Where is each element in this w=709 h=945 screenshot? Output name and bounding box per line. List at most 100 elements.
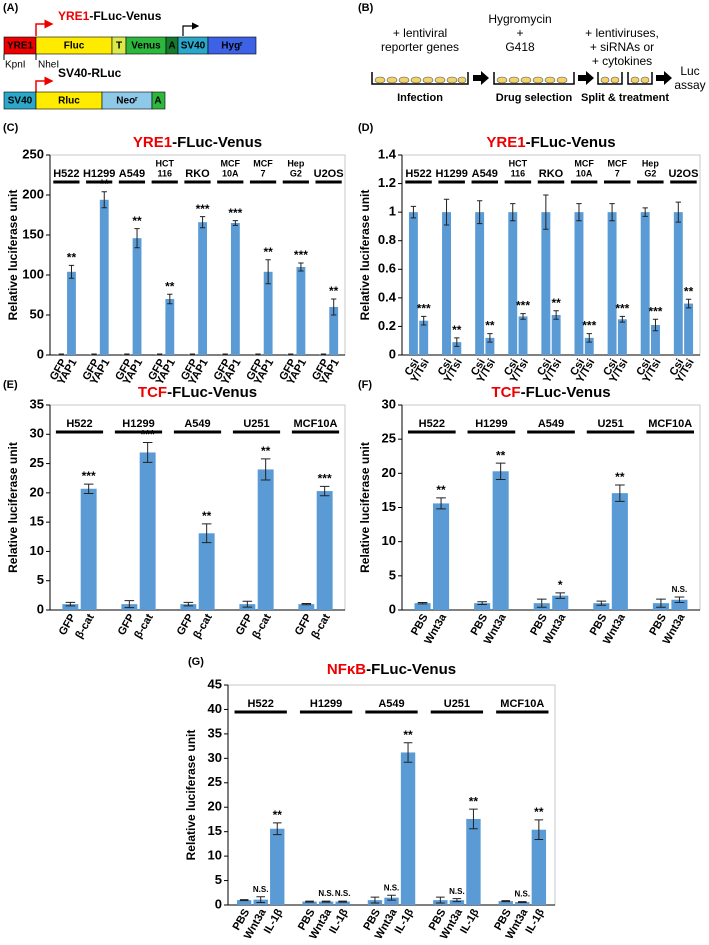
error-bar (576, 203, 582, 222)
significance: ** (403, 728, 413, 742)
y-tick-label: 30 (30, 426, 44, 441)
group-label: A549 (119, 168, 145, 180)
bar-chart: (C) YRE1-FLuc-Venus 0 50 100 150 200 250 Relativ… (3, 122, 346, 387)
significance: ** (496, 448, 506, 462)
bar (408, 212, 418, 355)
title-rest: -FLuc-Venus (167, 384, 257, 401)
construct-label: SV40-RLuc (58, 66, 122, 80)
y-tick-label: 0.8 (378, 232, 396, 247)
error-bar (452, 898, 462, 903)
error-bar (201, 523, 212, 544)
element-label: A (168, 41, 175, 52)
group-label: HCT (509, 158, 528, 168)
bar (541, 212, 551, 355)
group-label: Hep (642, 158, 660, 168)
title-highlight: TCF (491, 384, 520, 401)
error-bar (232, 220, 239, 226)
step-arrow (656, 71, 672, 85)
y-tick-label: 0.6 (378, 261, 396, 276)
error-bar (443, 198, 450, 226)
error-bar (675, 201, 681, 223)
bar (329, 307, 339, 355)
error-bar (331, 298, 337, 316)
significance: ** (329, 284, 339, 298)
group-label: H1299 (122, 418, 154, 430)
x-tick-label: β-cat (73, 612, 97, 641)
panel-letter: (G) (188, 656, 204, 668)
chart-title: YRE1-FLuc-Venus (486, 134, 615, 151)
error-bar (101, 191, 107, 209)
y-tick-label: 15 (382, 499, 396, 514)
bar (518, 316, 528, 355)
error-bar (199, 216, 206, 229)
construct-2: SV40 Rluc Neoʳ A (3, 91, 166, 110)
error-bar (685, 298, 692, 309)
y-tick-label: 100 (22, 266, 44, 281)
bar (607, 212, 617, 355)
bar (485, 337, 495, 355)
error-bar (265, 259, 271, 285)
significance: *** (82, 469, 96, 483)
error-bar (534, 819, 544, 840)
bar (584, 337, 594, 355)
error-bar (501, 900, 511, 903)
y-tick-label: 150 (22, 226, 44, 241)
bar (515, 902, 530, 905)
group-label: H522 (66, 418, 92, 430)
error-bar (520, 313, 526, 320)
error-bar (517, 901, 527, 904)
bar (180, 604, 197, 610)
error-bar (476, 200, 483, 225)
significance: ** (132, 214, 142, 228)
dish (597, 72, 623, 85)
step-label: + lentiviral (393, 26, 447, 40)
group-label: MCF (607, 158, 627, 168)
error-bar (410, 205, 417, 219)
significance: N.S. (449, 887, 465, 896)
construct-label: YRE1-FLuc-Venus (58, 9, 162, 23)
chart-title: TCF-FLuc-Venus (491, 384, 610, 401)
group-label: H522 (248, 698, 274, 710)
step-arrow (578, 71, 594, 85)
y-tick-label: 10 (208, 848, 222, 863)
bar (640, 212, 650, 355)
bar (165, 299, 175, 355)
y-tick-label: 1.4 (378, 146, 397, 161)
significance: ** (100, 177, 110, 191)
label-rest: -FLuc-Venus (89, 9, 161, 23)
bar (449, 900, 465, 905)
error-bar (619, 315, 626, 323)
bar (442, 212, 451, 355)
step-label: G418 (505, 40, 535, 54)
y-tick-label: 20 (30, 484, 44, 499)
error-bar (487, 333, 493, 343)
element-label: SV40 (181, 41, 206, 52)
element-label: Rluc (58, 96, 80, 107)
dish (627, 72, 653, 85)
dish (371, 72, 469, 85)
error-bar (83, 483, 94, 494)
significance: ** (469, 794, 479, 808)
promoter-arrow (35, 76, 54, 92)
step-caption: Drug selection (496, 92, 573, 104)
promoter-arrow (35, 19, 54, 36)
y-axis-label: Relative luciferase unit (358, 442, 372, 573)
group-label: 116 (511, 168, 526, 178)
x-tick-label: β-cat (191, 612, 215, 641)
group-label: H522 (53, 168, 79, 180)
error-bar (387, 894, 396, 901)
bar (673, 212, 683, 355)
significance: ** (165, 279, 175, 293)
element-label: Venus (131, 41, 161, 52)
error-bar (656, 598, 666, 608)
step-label: + cytokines (592, 54, 652, 68)
error-bar (239, 899, 249, 902)
step-caption: Split & treatment (581, 92, 669, 104)
bar (474, 603, 491, 610)
bar (492, 471, 509, 610)
bar (551, 315, 561, 355)
significance: ** (263, 245, 273, 259)
error-bar (536, 598, 547, 608)
significance: *** (417, 302, 431, 316)
group-label: U251 (597, 418, 623, 430)
